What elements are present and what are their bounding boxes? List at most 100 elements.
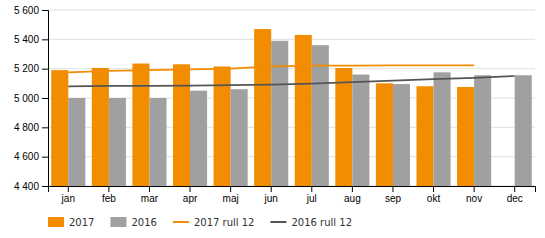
tick-mark <box>149 186 150 192</box>
tick: 5 200 <box>14 63 48 74</box>
tick-mark <box>514 186 515 192</box>
legend-item: 2016 <box>110 217 156 228</box>
bar <box>416 86 433 186</box>
tick-label: jul <box>306 193 317 204</box>
bar <box>474 75 491 186</box>
bar <box>335 68 352 186</box>
bar <box>51 70 68 186</box>
tick-mark <box>311 186 312 192</box>
tick-label: jan <box>61 193 75 204</box>
tick-mark <box>271 186 272 192</box>
tick: feb <box>102 186 116 204</box>
bar <box>393 84 410 186</box>
bar <box>376 83 393 186</box>
legend-item: 2017 rull 12 <box>173 217 255 228</box>
tick-mark <box>474 186 475 192</box>
plot: 4 400 4 600 4 800 5 000 5 200 5 400 5 600 jan fe… <box>14 5 536 238</box>
tick: dec <box>507 186 523 204</box>
tick: jan <box>61 186 75 204</box>
tick-label: mar <box>141 193 159 204</box>
tick-label: 5 000 <box>14 93 39 104</box>
bar <box>109 98 126 186</box>
bar <box>254 29 271 186</box>
tick-mark <box>42 127 48 128</box>
tick-mark <box>352 186 353 192</box>
line <box>68 76 514 86</box>
tick: jul <box>306 186 317 204</box>
legend-swatch <box>48 217 64 227</box>
marks <box>51 29 532 186</box>
tick-label: sep <box>385 193 402 204</box>
tick-mark <box>108 186 109 192</box>
tick: sep <box>385 186 402 204</box>
bar <box>173 64 190 186</box>
legend: 2017 2016 2017 rull 12 2016 rull 12 <box>48 217 352 228</box>
bar <box>231 89 248 186</box>
grid-line <box>48 10 535 11</box>
tick-label: jun <box>264 193 278 204</box>
tick: 4 800 <box>14 122 48 133</box>
tick-mark <box>392 186 393 192</box>
bar <box>132 64 149 186</box>
tick: 5 400 <box>14 34 48 45</box>
bar-series <box>51 29 474 186</box>
legend-swatch <box>270 221 286 223</box>
tick: apr <box>183 186 198 204</box>
tick-label: okt <box>427 193 441 204</box>
tick-label: dec <box>507 193 523 204</box>
tick-mark <box>190 186 191 192</box>
tick-label: 4 800 <box>14 122 39 133</box>
tick-label: 5 400 <box>14 34 39 45</box>
tick: 4 600 <box>14 151 48 162</box>
y-axis: 4 400 4 600 4 800 5 000 5 200 5 400 5 600 <box>14 5 49 192</box>
bar <box>149 98 166 186</box>
tick: 5 600 <box>14 5 48 16</box>
legend-swatch <box>173 221 189 223</box>
tick-mark <box>42 98 48 99</box>
tick-mark <box>433 186 434 192</box>
legend-item: 2017 <box>48 217 94 228</box>
axis-line <box>42 11 49 187</box>
tick-label: aug <box>344 193 361 204</box>
tick: okt <box>427 186 441 204</box>
tick-mark <box>42 186 48 187</box>
tick-label: 4 400 <box>14 181 39 192</box>
line <box>68 65 474 72</box>
tick-label: maj <box>223 193 239 204</box>
tick-mark <box>42 10 48 11</box>
tick: mar <box>141 186 159 204</box>
tick-mark <box>42 39 48 40</box>
grid-line <box>48 39 535 40</box>
legend-label: 2017 rull 12 <box>194 217 255 228</box>
tick: 5 000 <box>14 93 48 104</box>
grid-line <box>48 68 535 69</box>
tick: 4 400 <box>14 181 48 192</box>
bar <box>271 41 288 186</box>
tick: nov <box>466 186 482 204</box>
tick-label: 4 600 <box>14 151 39 162</box>
tick-label: 5 600 <box>14 5 39 16</box>
bar <box>68 98 85 186</box>
tick-label: apr <box>183 193 198 204</box>
legend-swatch <box>110 217 126 227</box>
bar-series <box>68 41 531 186</box>
tick-mark <box>42 157 48 158</box>
tick: maj <box>223 186 239 204</box>
tick: aug <box>344 186 361 204</box>
bar <box>295 35 312 186</box>
bar <box>515 75 532 186</box>
legend-label: 2016 rull 12 <box>291 217 352 228</box>
tick-mark <box>68 186 69 192</box>
tick-label: 5 200 <box>14 63 39 74</box>
tick-label: nov <box>466 193 482 204</box>
chart: 4 400 4 600 4 800 5 000 5 200 5 400 5 600 jan fe… <box>0 0 545 238</box>
tick-mark <box>230 186 231 192</box>
x-axis: jan feb mar apr maj jun jul aug sep okt nov dec <box>49 186 536 204</box>
legend-label: 2016 <box>131 217 156 228</box>
bar <box>352 75 369 186</box>
legend-item: 2016 rull 12 <box>270 217 352 228</box>
tick-label: feb <box>102 193 116 204</box>
axis-line <box>49 187 536 193</box>
bar <box>434 72 451 186</box>
legend-label: 2017 <box>69 217 94 228</box>
